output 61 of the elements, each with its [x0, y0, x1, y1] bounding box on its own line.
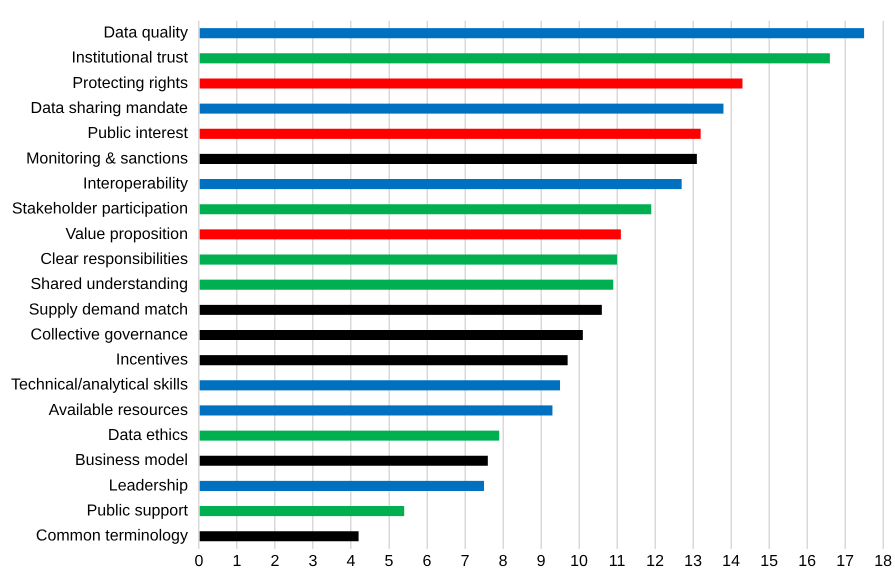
- x-tick-label: 9: [536, 552, 546, 570]
- bar: [200, 280, 614, 290]
- y-tick-label: Institutional trust: [71, 50, 189, 67]
- y-tick-label: Available resources: [48, 402, 188, 419]
- y-tick-label: Value proposition: [66, 226, 188, 243]
- bar: [200, 304, 602, 315]
- x-tick-label: 7: [460, 552, 470, 570]
- y-tick-label: Business model: [75, 452, 188, 470]
- y-tick-label: Data quality: [103, 24, 188, 42]
- bar: [200, 78, 742, 89]
- y-tick-label: Incentives: [116, 352, 188, 369]
- x-tick-label: 10: [570, 552, 588, 570]
- x-tick-label: 2: [270, 552, 280, 570]
- bar: [200, 254, 618, 265]
- bar: [200, 104, 724, 114]
- y-tick-label: Technical/analytical skills: [10, 376, 188, 394]
- y-tick-label: Leadership: [108, 477, 188, 494]
- y-tick-label: Data ethics: [108, 427, 188, 444]
- bar: [200, 480, 484, 491]
- bar: [200, 456, 488, 466]
- bar: [200, 204, 652, 214]
- x-tick-label: 0: [194, 552, 204, 570]
- x-tick-label: 14: [722, 552, 740, 570]
- bar: [200, 330, 583, 340]
- bar: [200, 28, 864, 38]
- bar: [200, 229, 621, 240]
- x-tick-label: 4: [346, 552, 356, 570]
- bar: [200, 506, 404, 516]
- y-tick-label: Collective governance: [30, 326, 188, 344]
- y-tick-label: Public interest: [87, 125, 189, 142]
- bar: [200, 355, 568, 366]
- y-tick-label: Data sharing mandate: [30, 100, 188, 118]
- y-tick-label: Monitoring & sanctions: [26, 150, 188, 168]
- y-tick-label: Common terminology: [36, 528, 188, 545]
- bar: [200, 405, 552, 416]
- x-tick-label: 17: [836, 552, 854, 570]
- bar: [200, 179, 682, 190]
- bar: [200, 430, 500, 441]
- x-tick-label: 13: [684, 552, 702, 570]
- x-tick-label: 16: [798, 552, 816, 570]
- x-tick-label: 11: [608, 552, 626, 570]
- y-tick-label: Public support: [86, 502, 189, 520]
- x-tick-label: 18: [874, 552, 892, 570]
- y-tick-label: Stakeholder participation: [12, 200, 188, 218]
- x-tick-label: 3: [308, 552, 318, 570]
- bar: [200, 53, 830, 64]
- y-tick-label: Clear responsibilities: [40, 250, 188, 268]
- bar: [200, 531, 359, 542]
- bar: [200, 380, 560, 390]
- y-tick-label: Supply demand match: [28, 301, 188, 318]
- y-tick-label: Interoperability: [83, 175, 188, 192]
- x-tick-label: 1: [232, 552, 242, 570]
- x-tick-label: 12: [646, 552, 664, 570]
- bar: [200, 128, 701, 139]
- bar: [200, 154, 697, 164]
- y-tick-label: Protecting rights: [72, 74, 188, 92]
- x-tick-label: 15: [760, 552, 778, 570]
- x-tick-label: 6: [422, 552, 432, 570]
- y-tick-label: Shared understanding: [30, 276, 188, 294]
- x-tick-label: 5: [384, 552, 394, 570]
- x-tick-label: 8: [498, 552, 508, 570]
